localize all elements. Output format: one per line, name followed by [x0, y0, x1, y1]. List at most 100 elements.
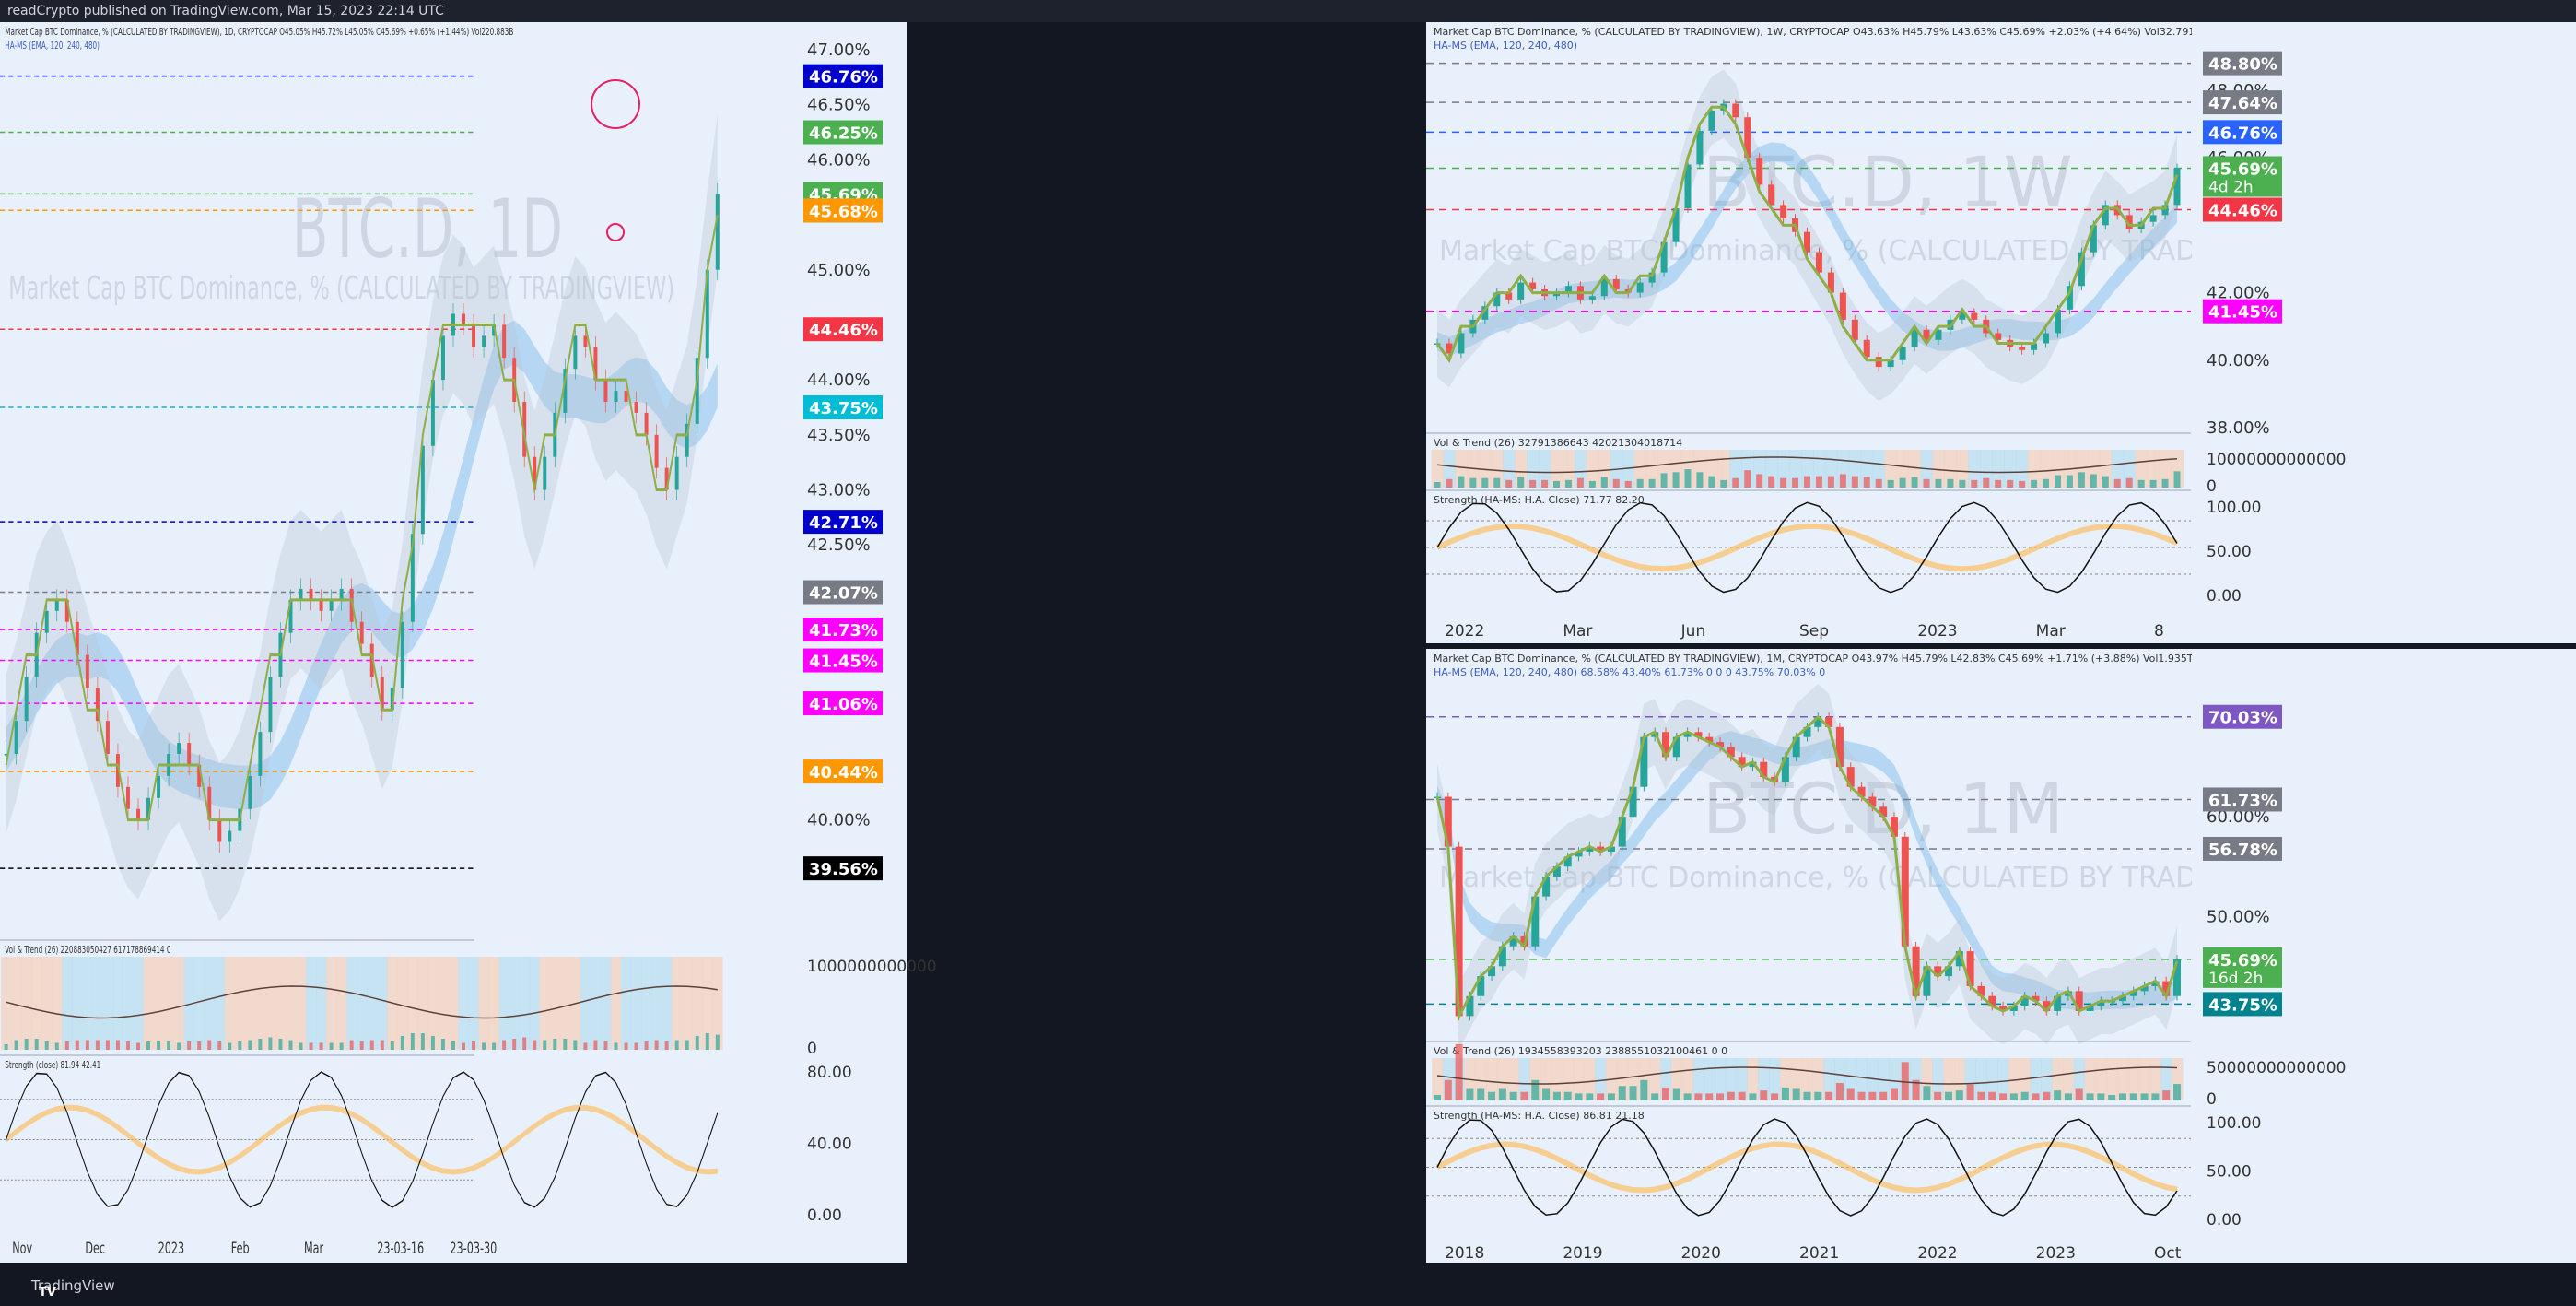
- candle-body-27: [1727, 747, 1735, 758]
- chart-panel-weekly[interactable]: Market Cap BTC Dominance, % (CALCULATED …: [1426, 22, 2576, 643]
- support-step-line: [1435, 105, 2179, 364]
- candle-body-48: [1955, 951, 1963, 967]
- volume-bar-33: [1792, 1088, 1800, 1100]
- candle-body-55: [563, 369, 568, 413]
- daily-chart-svg[interactable]: Market Cap BTC Dominance, % (CALCULATED …: [0, 22, 796, 1263]
- candle-body-51: [1988, 995, 1996, 1006]
- candle-body-67: [2162, 981, 2171, 996]
- volume-bar-16: [167, 1041, 171, 1050]
- trend-bg-48: [2004, 450, 2017, 488]
- volume-bar-55: [563, 1039, 568, 1050]
- price-badge-label-3: 45.68%: [809, 202, 878, 221]
- candle-body-58: [593, 347, 598, 381]
- chart-panel-monthly[interactable]: Market Cap BTC Dominance, % (CALCULATED …: [1426, 649, 2576, 1263]
- volume-panel-title: Vol & Trend (26) 1934558393203 238855103…: [1434, 1045, 1727, 1057]
- trend-bg-14: [1584, 1058, 1596, 1100]
- volume-bar-58: [2064, 1093, 2072, 1100]
- trend-bg-6: [1503, 450, 1516, 488]
- trend-bg-10: [1551, 450, 1563, 488]
- volume-bar-14: [1586, 1093, 1594, 1100]
- volume-bar-50: [1977, 1091, 1985, 1100]
- volume-bar-10: [1542, 1088, 1551, 1100]
- candle-body-9: [95, 688, 100, 722]
- candle-body-14: [1586, 846, 1594, 852]
- price-badge-label-9: 41.45%: [809, 653, 878, 672]
- volume-bar-40: [410, 1033, 415, 1050]
- price-badge-1: [803, 120, 883, 145]
- candle-body-15: [1612, 278, 1620, 289]
- publish-header: readCrypto published on TradingView.com,…: [0, 0, 2576, 22]
- candle-body-31: [1804, 231, 1810, 253]
- price-badge-label-8: 41.73%: [809, 621, 878, 641]
- volume-bar-35: [1851, 476, 1858, 488]
- trend-bg-47: [1943, 1058, 1955, 1100]
- trend-bg-50: [509, 957, 521, 1050]
- x-tick-label-4: 2023: [1917, 622, 1957, 641]
- volume-bar-61: [624, 1042, 628, 1050]
- vol-axis-label-0: 10000000000000: [2207, 451, 2346, 469]
- legend-ohlc: Market Cap BTC Dominance, % (CALCULATED …: [1434, 26, 2202, 38]
- daily-right-axis-panel[interactable]: 47.00% 46.50% 46.00% 45.00% 44.00% 43.50% 43.0…: [796, 22, 1423, 1263]
- trend-bg-36: [367, 957, 378, 1050]
- volume-bar-68: [2173, 1084, 2181, 1100]
- candle-body-42: [1935, 329, 1942, 340]
- chart-0-root: Market Cap BTC Dominance, % (CALCULATED …: [0, 27, 731, 1263]
- candle-body-15: [157, 775, 161, 798]
- volume-bar-5: [1488, 1091, 1496, 1100]
- trend-bg-30: [1758, 1058, 1770, 1100]
- trend-bg-27: [1725, 1058, 1738, 1100]
- chart-panel-daily[interactable]: Market Cap BTC Dominance, % (CALCULATED …: [0, 22, 796, 1263]
- trend-bg-41: [417, 957, 428, 1050]
- volume-bar-12: [125, 1041, 130, 1050]
- watermark-description: Market Cap BTC Dominance, % (CALCULATED …: [1439, 862, 2330, 894]
- monthly-chart-svg[interactable]: Market Cap BTC Dominance, % (CALCULATED …: [1426, 649, 2576, 1263]
- y-tick-label-6: 43.00%: [807, 481, 871, 500]
- strength-axis-label-0: 100.00: [2207, 499, 2261, 517]
- x-tick-label-6: 8: [2154, 622, 2164, 641]
- candle-body-23: [1708, 110, 1715, 131]
- volume-bar-48: [1955, 1090, 1963, 1100]
- price-badge-label-3: 45.69%: [2208, 951, 2277, 971]
- candle-body-63: [2118, 995, 2126, 1002]
- candle-body-41: [1923, 329, 1930, 340]
- candle-body-6: [1498, 946, 1506, 967]
- legend-hams: HA-MS (EMA, 120, 240, 480): [5, 41, 100, 53]
- trend-bg-62: [2106, 1058, 2118, 1100]
- volume-bar-7: [1517, 477, 1525, 488]
- weekly-chart-svg[interactable]: Market Cap BTC Dominance, % (CALCULATED …: [1426, 22, 2576, 643]
- volume-bar-42: [430, 1036, 435, 1050]
- volume-bar-12: [1563, 1091, 1572, 1100]
- volume-bar-43: [440, 1039, 445, 1050]
- trend-bg-46: [468, 957, 479, 1050]
- volume-bar-7: [1509, 1091, 1517, 1100]
- y-tick-label-0: 47.00%: [807, 41, 871, 60]
- y-tick-label-3: 40.00%: [2207, 351, 2270, 371]
- candle-body-20: [1672, 208, 1680, 242]
- price-badge-label-4: 44.46%: [809, 321, 878, 340]
- volume-bar-64: [2129, 1093, 2137, 1100]
- trend-bg-11: [1562, 450, 1575, 488]
- volume-bar-59: [603, 1041, 608, 1050]
- volume-bar-66: [2151, 1093, 2160, 1100]
- vol-axis-label-1: 0: [807, 1040, 817, 1058]
- x-tick-label-2: 2023: [158, 1241, 185, 1258]
- volume-bar-34: [1839, 474, 1846, 488]
- candle-body-57: [583, 335, 588, 347]
- legend-ohlc: Market Cap BTC Dominance, % (CALCULATED …: [5, 27, 513, 39]
- candle-body-17: [1618, 817, 1626, 847]
- candle-body-60: [614, 391, 618, 402]
- daily-axis-svg[interactable]: 47.00% 46.50% 46.00% 45.00% 44.00% 43.50% 43.0…: [796, 22, 1423, 1263]
- candle-body-11: [115, 754, 120, 787]
- volume-bar-65: [664, 1041, 669, 1050]
- y-axis-bg: [796, 22, 907, 1263]
- volume-bar-51: [1988, 1091, 1996, 1100]
- footer-bar: TV TradingView: [0, 1273, 2576, 1300]
- candle-body-45: [1923, 966, 1931, 996]
- volume-bar-26: [268, 1037, 273, 1050]
- trend-bg-25: [254, 957, 266, 1050]
- trend-bg-13: [1586, 450, 1599, 488]
- legend-ohlc: Market Cap BTC Dominance, % (CALCULATED …: [1434, 653, 2194, 665]
- price-badge-8: [803, 618, 883, 642]
- volume-bar-8: [1520, 1091, 1528, 1100]
- candle-body-29: [1749, 761, 1757, 768]
